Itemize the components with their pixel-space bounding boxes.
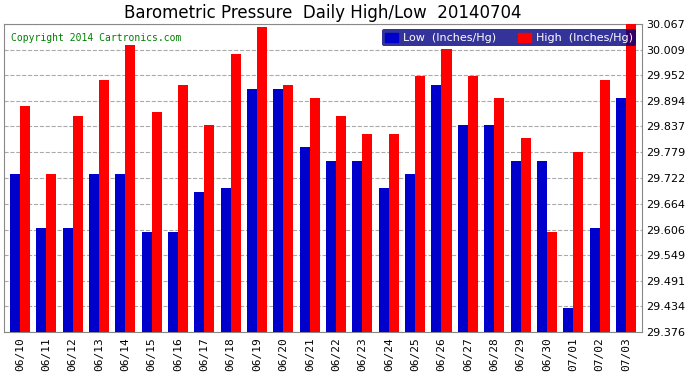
Bar [257, 27, 267, 332]
Bar [415, 76, 425, 332]
Bar [458, 125, 468, 332]
Bar [195, 192, 204, 332]
Bar [37, 228, 46, 332]
Bar [494, 98, 504, 332]
Bar [511, 161, 520, 332]
Bar [115, 174, 126, 332]
Bar [126, 45, 135, 332]
Bar [89, 174, 99, 332]
Bar [563, 308, 573, 332]
Bar [63, 228, 72, 332]
Bar [20, 106, 30, 332]
Bar [310, 98, 319, 332]
Bar [520, 138, 531, 332]
Bar [72, 116, 83, 332]
Bar [405, 174, 415, 332]
Bar [388, 134, 399, 332]
Bar [10, 174, 20, 332]
Bar [547, 232, 557, 332]
Bar [178, 85, 188, 332]
Bar [468, 76, 478, 332]
Legend: Low  (Inches/Hg), High  (Inches/Hg): Low (Inches/Hg), High (Inches/Hg) [382, 29, 636, 46]
Bar [353, 161, 362, 332]
Bar [336, 116, 346, 332]
Bar [626, 24, 636, 332]
Bar [152, 112, 161, 332]
Text: Copyright 2014 Cartronics.com: Copyright 2014 Cartronics.com [10, 33, 181, 43]
Bar [273, 89, 284, 332]
Bar [484, 125, 494, 332]
Bar [99, 80, 109, 332]
Bar [204, 125, 215, 332]
Bar [431, 85, 442, 332]
Bar [379, 188, 388, 332]
Bar [616, 98, 626, 332]
Bar [46, 174, 57, 332]
Bar [589, 228, 600, 332]
Bar [284, 85, 293, 332]
Bar [442, 49, 451, 332]
Bar [168, 232, 178, 332]
Bar [230, 54, 241, 332]
Bar [362, 134, 373, 332]
Bar [247, 89, 257, 332]
Bar [600, 80, 609, 332]
Title: Barometric Pressure  Daily High/Low  20140704: Barometric Pressure Daily High/Low 20140… [124, 4, 522, 22]
Bar [221, 188, 230, 332]
Bar [141, 232, 152, 332]
Bar [326, 161, 336, 332]
Bar [537, 161, 547, 332]
Bar [573, 152, 583, 332]
Bar [299, 147, 310, 332]
